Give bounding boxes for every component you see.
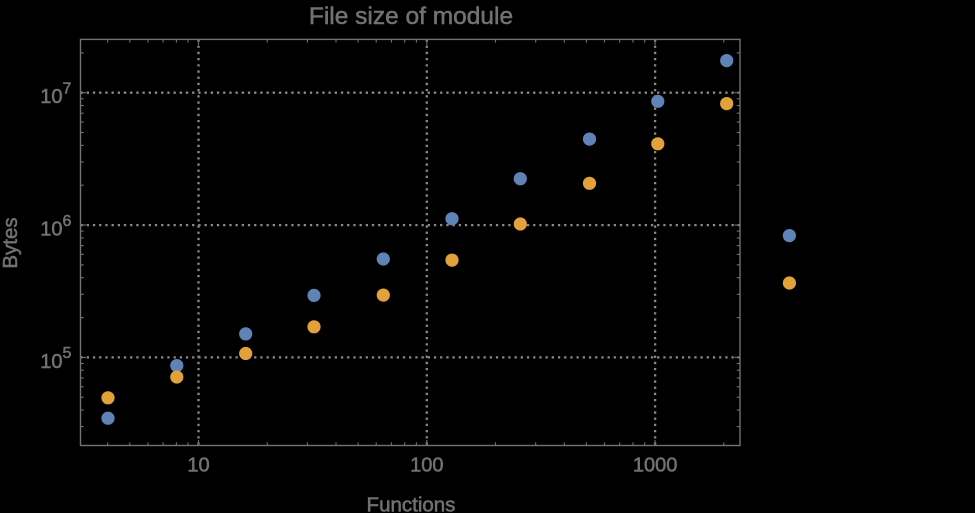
svg-text:10: 10 [40,351,62,373]
svg-text:10: 10 [187,455,209,477]
svg-text:Functions: Functions [367,494,456,513]
svg-text:Bytes: Bytes [0,217,22,268]
svg-text:10: 10 [40,86,62,108]
svg-text:10: 10 [40,219,62,241]
svg-text:100: 100 [410,455,443,477]
svg-text:5: 5 [63,345,72,362]
svg-text:File size of module: File size of module [309,3,513,30]
svg-text:6: 6 [63,213,72,230]
svg-text:1000: 1000 [633,455,678,477]
svg-text:7: 7 [63,81,72,98]
